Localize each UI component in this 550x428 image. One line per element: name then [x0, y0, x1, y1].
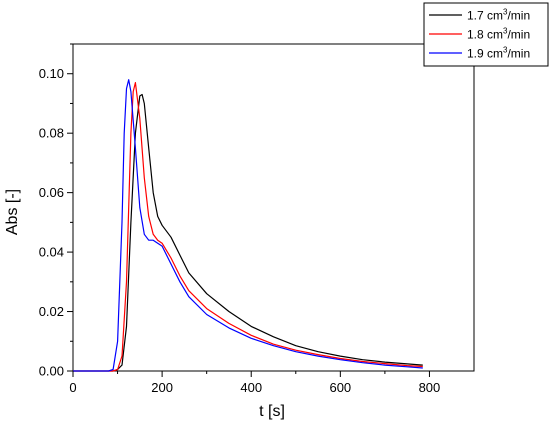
- y-axis-label: Abs [-]: [4, 189, 21, 235]
- x-tick-label: 200: [151, 380, 173, 395]
- plot-area: [72, 43, 475, 372]
- plot-border: [72, 43, 475, 372]
- y-tick-label: 0.08: [39, 126, 64, 141]
- series-line-2: [73, 81, 423, 372]
- x-axis: 0 200 400 600 800: [69, 371, 440, 395]
- y-tick-label: 0.00: [39, 364, 64, 379]
- legend: 1.7 cm3/min 1.8 cm3/min 1.9 cm3/min: [423, 2, 549, 67]
- x-tick-label: 600: [329, 380, 351, 395]
- y-tick-label: 0.10: [39, 66, 64, 81]
- x-tick-label: 400: [240, 380, 262, 395]
- series-line-1: [73, 93, 423, 372]
- x-tick-label: 0: [69, 380, 76, 395]
- y-axis: 0.00 0.02 0.04 0.06 0.08 0.10: [39, 43, 73, 379]
- series-line-3: [73, 79, 423, 372]
- legend-label-3: 1.9 cm3/min: [467, 46, 530, 61]
- curves: [73, 79, 423, 372]
- legend-label-1: 1.7 cm3/min: [467, 8, 530, 23]
- legend-label-2: 1.8 cm3/min: [467, 27, 530, 42]
- y-tick-label: 0.06: [39, 185, 64, 200]
- y-tick-label: 0.04: [39, 245, 64, 260]
- y-tick-label: 0.02: [39, 304, 64, 319]
- x-tick-label: 800: [419, 380, 441, 395]
- x-axis-label: t [s]: [259, 403, 285, 420]
